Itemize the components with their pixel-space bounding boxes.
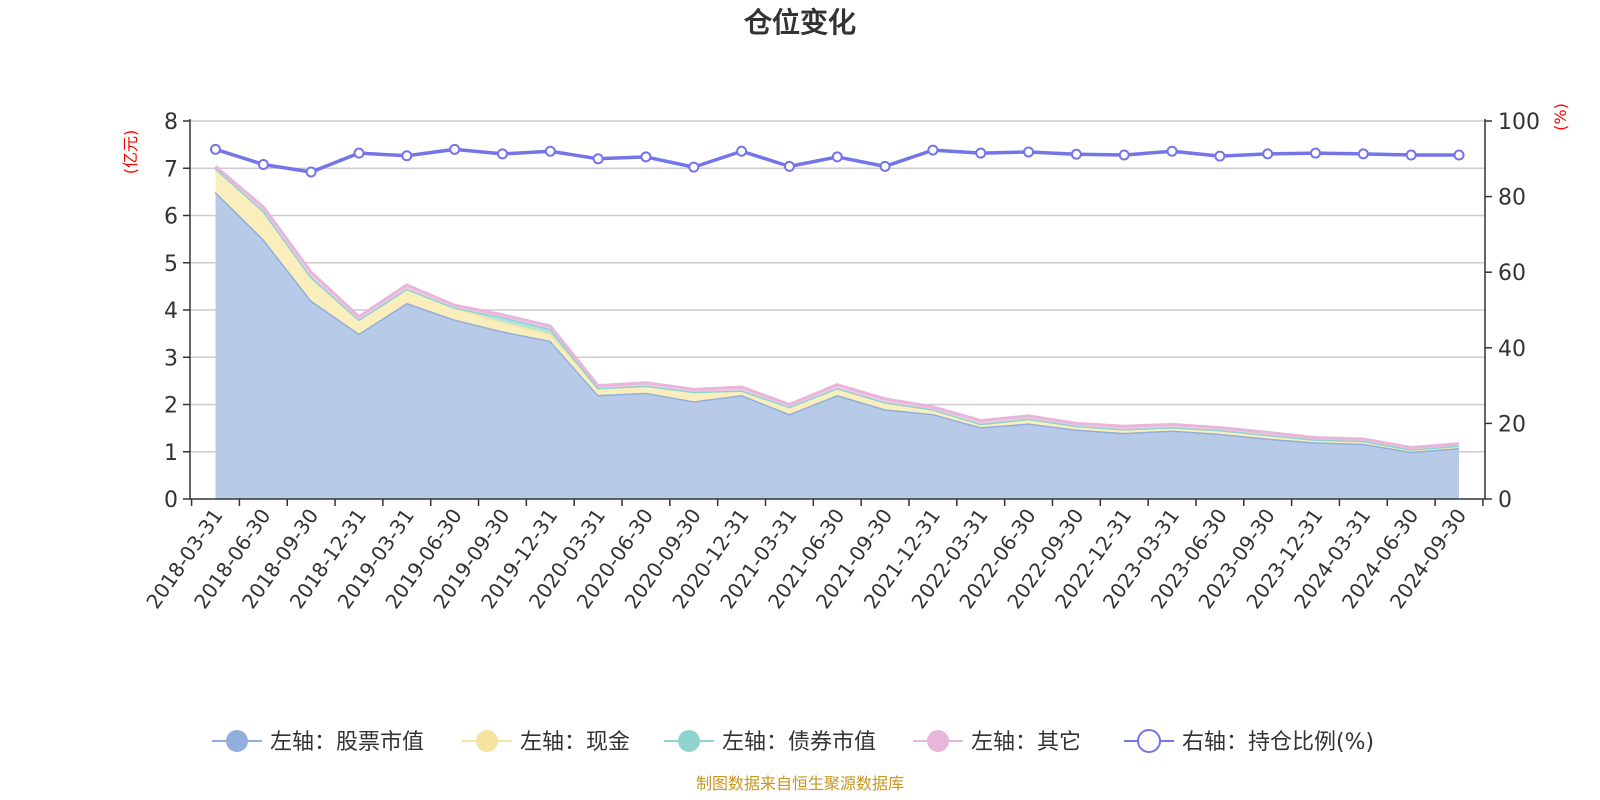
ratio-point — [879, 160, 891, 172]
right-axis-tick-label: 60 — [1498, 261, 1526, 286]
ratio-point — [783, 160, 795, 172]
ratio-point — [1214, 150, 1226, 162]
source-note: 制图数据来自恒生聚源数据库 — [696, 774, 904, 793]
legend-label: 左轴：股票市值 — [270, 730, 424, 755]
legend-marker-circle — [927, 730, 949, 752]
chart-title: 仓位变化 — [744, 6, 856, 39]
right-axis-tick-label: 80 — [1498, 186, 1526, 211]
ratio-point — [210, 143, 221, 155]
ratio-point — [1310, 147, 1322, 159]
left-axis-tick-label: 0 — [164, 488, 178, 513]
left-axis-tick-label: 1 — [164, 441, 178, 466]
left-axis-tick-label: 3 — [164, 346, 178, 371]
right-axis-tick-label: 100 — [1498, 110, 1540, 135]
ratio-point — [449, 143, 461, 155]
left-axis-tick-label: 7 — [164, 157, 178, 182]
left-axis-tick-label: 2 — [164, 394, 178, 419]
legend-item[interactable]: 右轴：持仓比例(%) — [1124, 729, 1374, 755]
right-axis-tick-label: 40 — [1498, 337, 1526, 362]
legend-item[interactable]: 左轴：债券市值 — [664, 730, 876, 755]
area-line — [214, 165, 1460, 449]
ratio-point — [1405, 149, 1417, 161]
ratio-point — [1453, 149, 1465, 161]
ratio-point — [544, 145, 556, 157]
ratio-point — [831, 151, 843, 163]
ratio-point — [1357, 148, 1369, 160]
ratio-point — [1070, 148, 1082, 160]
ratio-point — [736, 145, 748, 157]
area-fill — [215, 191, 1459, 499]
ratio-point — [496, 148, 508, 160]
ratio-point — [1262, 148, 1274, 160]
ratio-point — [688, 161, 700, 173]
line-series — [210, 143, 1465, 178]
legend-label: 左轴：其它 — [971, 730, 1081, 755]
right-axis-unit: (%) — [1551, 103, 1570, 131]
ratio-point — [975, 147, 987, 159]
legend-marker-circle — [1137, 729, 1161, 753]
left-axis-tick-label: 6 — [164, 205, 178, 230]
legend-label: 左轴：现金 — [520, 730, 630, 755]
ratio-point — [1023, 146, 1035, 158]
left-axis-tick-label: 4 — [164, 299, 178, 324]
ratio-point — [401, 150, 413, 162]
ratio-point — [592, 153, 604, 165]
legend-label: 左轴：债券市值 — [722, 730, 876, 755]
ratio-point — [257, 158, 269, 170]
legend-item[interactable]: 左轴：现金 — [462, 730, 630, 755]
ratio-point — [1166, 145, 1178, 157]
legend-marker-circle — [476, 730, 498, 752]
ratio-point — [305, 166, 317, 178]
right-axis-tick-label: 20 — [1498, 412, 1526, 437]
legend-marker-circle — [226, 730, 248, 752]
legend-marker-circle — [678, 730, 700, 752]
ratio-point — [640, 151, 652, 163]
area-series — [214, 165, 1460, 499]
legend-label: 右轴：持仓比例(%) — [1182, 730, 1374, 755]
ratio-point — [353, 147, 365, 159]
ratio-point — [927, 144, 939, 156]
left-axis-tick-label: 8 — [164, 110, 178, 135]
legend-item[interactable]: 左轴：其它 — [913, 730, 1081, 755]
ratio-point — [1118, 149, 1130, 161]
legend[interactable]: 左轴：股票市值 左轴：现金 左轴：债券市值 左轴：其它 右轴：持仓比例(%) — [212, 729, 1374, 755]
left-axis-unit: (亿元) — [121, 130, 140, 175]
area-fill — [215, 168, 1459, 452]
left-axis-tick-label: 5 — [164, 252, 178, 277]
right-axis-tick-label: 0 — [1498, 488, 1512, 513]
legend-item[interactable]: 左轴：股票市值 — [212, 730, 424, 755]
